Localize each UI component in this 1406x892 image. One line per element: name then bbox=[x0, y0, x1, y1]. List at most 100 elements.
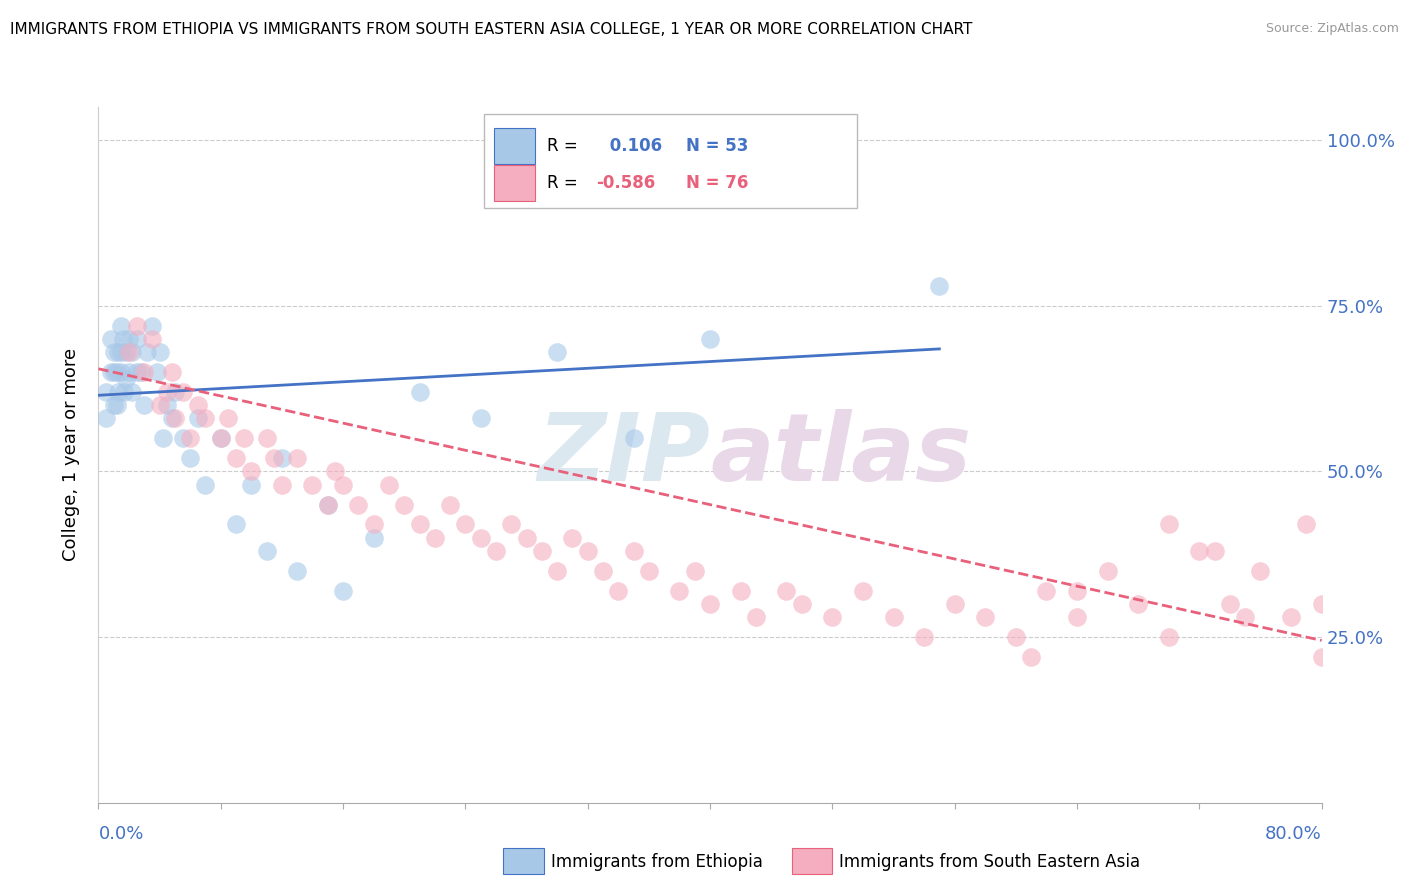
Point bbox=[730, 583, 752, 598]
Point bbox=[683, 564, 706, 578]
Point bbox=[699, 332, 721, 346]
Point bbox=[378, 477, 401, 491]
Point bbox=[637, 564, 661, 578]
Point bbox=[546, 564, 568, 578]
Point bbox=[470, 411, 492, 425]
Point bbox=[1249, 564, 1271, 578]
Text: atlas: atlas bbox=[710, 409, 972, 501]
Text: 80.0%: 80.0% bbox=[1265, 825, 1322, 843]
Point bbox=[194, 477, 217, 491]
Text: N = 76: N = 76 bbox=[686, 174, 748, 192]
Point bbox=[332, 477, 354, 491]
Point bbox=[912, 630, 935, 644]
Point bbox=[149, 345, 172, 359]
Point bbox=[125, 332, 148, 346]
Text: 0.0%: 0.0% bbox=[98, 825, 143, 843]
Point bbox=[1035, 583, 1057, 598]
Point bbox=[163, 411, 186, 425]
Point bbox=[699, 597, 721, 611]
Point bbox=[118, 365, 141, 379]
Point bbox=[141, 318, 163, 333]
Point bbox=[1066, 610, 1088, 624]
Point bbox=[240, 477, 263, 491]
Point bbox=[141, 332, 163, 346]
Point bbox=[408, 517, 430, 532]
Point bbox=[107, 345, 129, 359]
Point bbox=[100, 365, 122, 379]
Point bbox=[347, 498, 370, 512]
Point bbox=[363, 531, 385, 545]
Point bbox=[1066, 583, 1088, 598]
Point bbox=[156, 384, 179, 399]
Point bbox=[974, 610, 997, 624]
FancyBboxPatch shape bbox=[494, 165, 536, 201]
Point bbox=[105, 398, 128, 412]
Point bbox=[1310, 650, 1333, 665]
Point bbox=[118, 345, 141, 359]
Point bbox=[94, 411, 117, 425]
Point bbox=[209, 431, 232, 445]
FancyBboxPatch shape bbox=[484, 114, 856, 208]
Text: IMMIGRANTS FROM ETHIOPIA VS IMMIGRANTS FROM SOUTH EASTERN ASIA COLLEGE, 1 YEAR O: IMMIGRANTS FROM ETHIOPIA VS IMMIGRANTS F… bbox=[10, 22, 972, 37]
Text: Immigrants from Ethiopia: Immigrants from Ethiopia bbox=[551, 853, 763, 871]
Point bbox=[270, 451, 292, 466]
Point bbox=[423, 531, 446, 545]
Point bbox=[121, 384, 143, 399]
Point bbox=[179, 431, 201, 445]
Point bbox=[256, 544, 278, 558]
Point bbox=[1310, 597, 1333, 611]
Point bbox=[103, 345, 125, 359]
Point bbox=[134, 398, 156, 412]
Point bbox=[125, 365, 148, 379]
Point bbox=[576, 544, 599, 558]
Point bbox=[363, 517, 385, 532]
Point bbox=[118, 332, 141, 346]
Point bbox=[194, 411, 217, 425]
Text: Source: ZipAtlas.com: Source: ZipAtlas.com bbox=[1265, 22, 1399, 36]
Point bbox=[145, 365, 167, 379]
Point bbox=[94, 384, 117, 399]
Point bbox=[240, 465, 263, 479]
Point bbox=[501, 517, 523, 532]
Point bbox=[470, 531, 492, 545]
Point bbox=[1279, 610, 1302, 624]
Point bbox=[790, 597, 813, 611]
Point bbox=[136, 345, 159, 359]
Point bbox=[392, 498, 416, 512]
Point bbox=[592, 564, 614, 578]
Point bbox=[110, 318, 132, 333]
Point bbox=[775, 583, 797, 598]
Point bbox=[115, 372, 138, 386]
Point bbox=[112, 384, 135, 399]
Point bbox=[225, 451, 247, 466]
Point bbox=[107, 384, 129, 399]
Point bbox=[623, 544, 645, 558]
Point bbox=[149, 398, 172, 412]
Point bbox=[103, 365, 125, 379]
Point bbox=[160, 411, 183, 425]
FancyBboxPatch shape bbox=[494, 128, 536, 164]
Point bbox=[1097, 564, 1119, 578]
Point bbox=[152, 431, 174, 445]
Point bbox=[561, 531, 583, 545]
Point bbox=[1004, 630, 1026, 644]
Point bbox=[623, 431, 645, 445]
Point bbox=[111, 332, 134, 346]
Point bbox=[187, 398, 209, 412]
Text: ZIP: ZIP bbox=[537, 409, 710, 501]
Point bbox=[516, 531, 538, 545]
Point bbox=[1295, 517, 1317, 532]
Point bbox=[172, 431, 194, 445]
Point bbox=[115, 345, 138, 359]
Point bbox=[232, 431, 254, 445]
Point bbox=[100, 332, 122, 346]
Point bbox=[1128, 597, 1150, 611]
Point bbox=[530, 544, 553, 558]
Point bbox=[285, 451, 308, 466]
Point bbox=[301, 477, 323, 491]
Point bbox=[179, 451, 201, 466]
Y-axis label: College, 1 year or more: College, 1 year or more bbox=[62, 349, 80, 561]
Point bbox=[105, 365, 128, 379]
Point bbox=[256, 431, 278, 445]
Point bbox=[129, 365, 152, 379]
